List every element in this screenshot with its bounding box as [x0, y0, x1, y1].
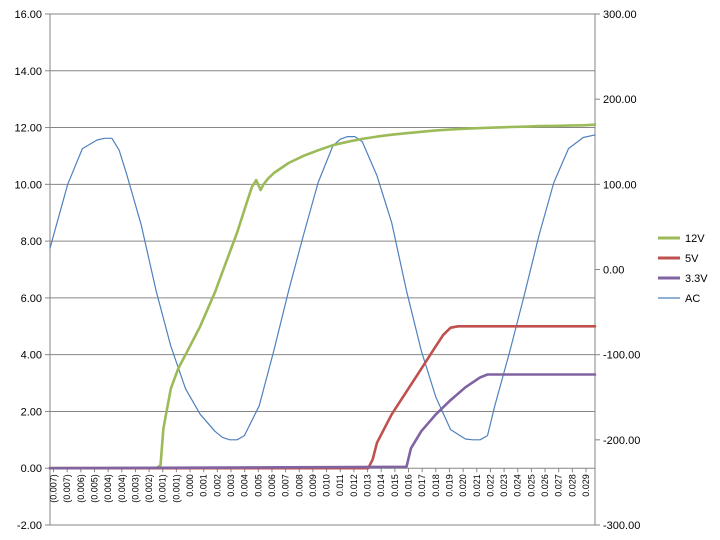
- x-tick-label-5: (0.004): [117, 474, 127, 503]
- left-tick-label-8: 0.00: [21, 463, 42, 475]
- x-tick-label-15: 0.005: [253, 474, 263, 497]
- x-tick-label-26: 0.016: [404, 474, 414, 497]
- legend-3-3v-label: 3.3V: [685, 273, 708, 285]
- x-tick-label-13: 0.003: [226, 474, 236, 497]
- x-tick-label-25: 0.015: [390, 474, 400, 497]
- x-tick-label-36: 0.026: [540, 474, 550, 497]
- x-tick-label-24: 0.014: [376, 474, 386, 497]
- x-tick-label-21: 0.011: [335, 474, 345, 496]
- x-tick-label-27: 0.017: [417, 474, 427, 497]
- x-tick-label-38: 0.028: [567, 474, 577, 497]
- series-line-12v: [48, 123, 597, 470]
- right-tick-label-6: -300.00: [603, 520, 640, 532]
- x-axis-ticks: (0.007) (0.007) (0.006) (0.005) (0.004) (0.00…: [49, 468, 591, 503]
- x-tick-label-6: (0.003): [130, 474, 140, 503]
- x-tick-label-20: 0.010: [322, 474, 332, 497]
- left-tick-label-2: 12.00: [14, 123, 42, 135]
- left-tick-label-5: 6.00: [21, 293, 42, 305]
- x-tick-label-32: 0.022: [485, 474, 495, 497]
- x-tick-label-39: 0.029: [581, 474, 591, 497]
- right-tick-label-1: 200.00: [603, 94, 637, 106]
- x-tick-label-23: 0.013: [363, 474, 373, 497]
- left-tick-label-7: 2.00: [21, 406, 42, 418]
- series-line-5v: [48, 324, 597, 470]
- left-tick-label-6: 4.00: [21, 350, 42, 362]
- x-tick-label-31: 0.021: [472, 474, 482, 497]
- left-tick-label-4: 8.00: [21, 236, 42, 248]
- x-tick-label-11: 0.001: [199, 474, 209, 497]
- x-tick-label-19: 0.009: [308, 474, 318, 497]
- x-tick-label-0: (0.007): [49, 474, 59, 503]
- x-tick-label-8: (0.001): [158, 474, 168, 503]
- x-tick-label-14: 0.004: [240, 474, 250, 497]
- x-tick-label-37: 0.027: [554, 474, 564, 497]
- x-tick-label-1: (0.007): [62, 474, 72, 503]
- x-tick-label-2: (0.006): [76, 474, 86, 503]
- left-tick-label-9: -2.00: [17, 520, 42, 532]
- right-tick-label-4: -100.00: [603, 350, 640, 362]
- x-tick-label-3: (0.005): [89, 474, 99, 503]
- x-tick-label-9: (0.001): [171, 474, 181, 503]
- x-tick-label-17: 0.007: [281, 474, 291, 497]
- series-line-3-3v: [48, 373, 597, 470]
- x-tick-label-18: 0.008: [294, 474, 304, 497]
- legend-5v-label: 5V: [685, 253, 699, 265]
- x-tick-label-35: 0.025: [526, 474, 536, 497]
- x-tick-label-16: 0.006: [267, 474, 277, 497]
- x-tick-label-30: 0.020: [458, 474, 468, 497]
- x-tick-label-33: 0.023: [499, 474, 509, 497]
- x-tick-label-10: 0.000: [185, 474, 195, 497]
- x-tick-label-22: 0.012: [349, 474, 359, 497]
- x-tick-label-4: (0.004): [103, 474, 113, 503]
- left-tick-label-1: 14.00: [14, 66, 42, 78]
- series-lines: [48, 123, 597, 470]
- legend-12v-label: 12V: [685, 233, 705, 245]
- x-tick-label-34: 0.024: [513, 474, 523, 497]
- series-line-ac: [49, 134, 596, 441]
- x-tick-label-28: 0.018: [431, 474, 441, 497]
- right-axis-ticks: 300.00 200.00 100.00 0.00 -100.00 -200.00 -300…: [595, 9, 640, 532]
- left-tick-label-0: 16.00: [14, 9, 42, 21]
- x-tick-label-12: 0.002: [212, 474, 222, 497]
- left-axis-ticks: 16.00 14.00 12.00 10.00 8.00 6.00 4.00 2.00 0.00…: [14, 9, 50, 532]
- right-tick-label-3: 0.00: [603, 265, 624, 277]
- x-tick-label-7: (0.002): [144, 474, 154, 503]
- x-tick-label-29: 0.019: [444, 474, 454, 497]
- left-tick-label-3: 10.00: [14, 179, 42, 191]
- right-tick-label-5: -200.00: [603, 435, 640, 447]
- right-tick-label-2: 100.00: [603, 179, 637, 191]
- legend-ac-label: AC: [685, 293, 700, 305]
- legend: 12V 5V 3.3V AC: [658, 233, 708, 305]
- right-tick-label-0: 300.00: [603, 9, 637, 21]
